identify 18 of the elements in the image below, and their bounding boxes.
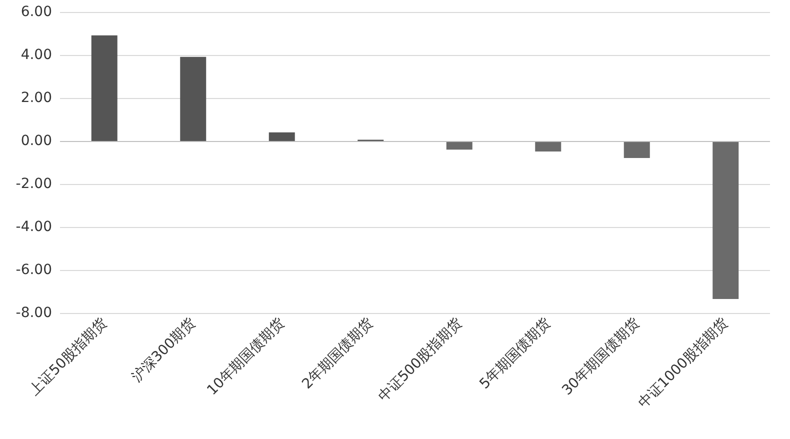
y-tick-label: 4.00 xyxy=(20,47,52,63)
x-tick-label: 5年期国债期货 xyxy=(476,315,554,392)
bar xyxy=(712,141,739,300)
bar xyxy=(624,141,650,158)
x-tick-label: 2年期国债期货 xyxy=(299,315,376,392)
y-tick-label: -4.00 xyxy=(16,219,52,235)
bar xyxy=(91,35,118,141)
y-tick-label: 6.00 xyxy=(20,4,52,20)
y-tick-label: -6.00 xyxy=(16,262,52,278)
x-tick-label: 沪深300期货 xyxy=(128,315,199,386)
y-tick-label: 0.00 xyxy=(20,133,52,149)
y-tick-label: -2.00 xyxy=(16,176,52,192)
y-tick-label: -8.00 xyxy=(16,305,52,321)
bar xyxy=(268,132,295,141)
bar xyxy=(180,56,206,141)
bar xyxy=(535,141,562,152)
x-tick-label: 10年期国债期货 xyxy=(204,315,288,399)
y-tick-label: 2.00 xyxy=(20,90,52,106)
